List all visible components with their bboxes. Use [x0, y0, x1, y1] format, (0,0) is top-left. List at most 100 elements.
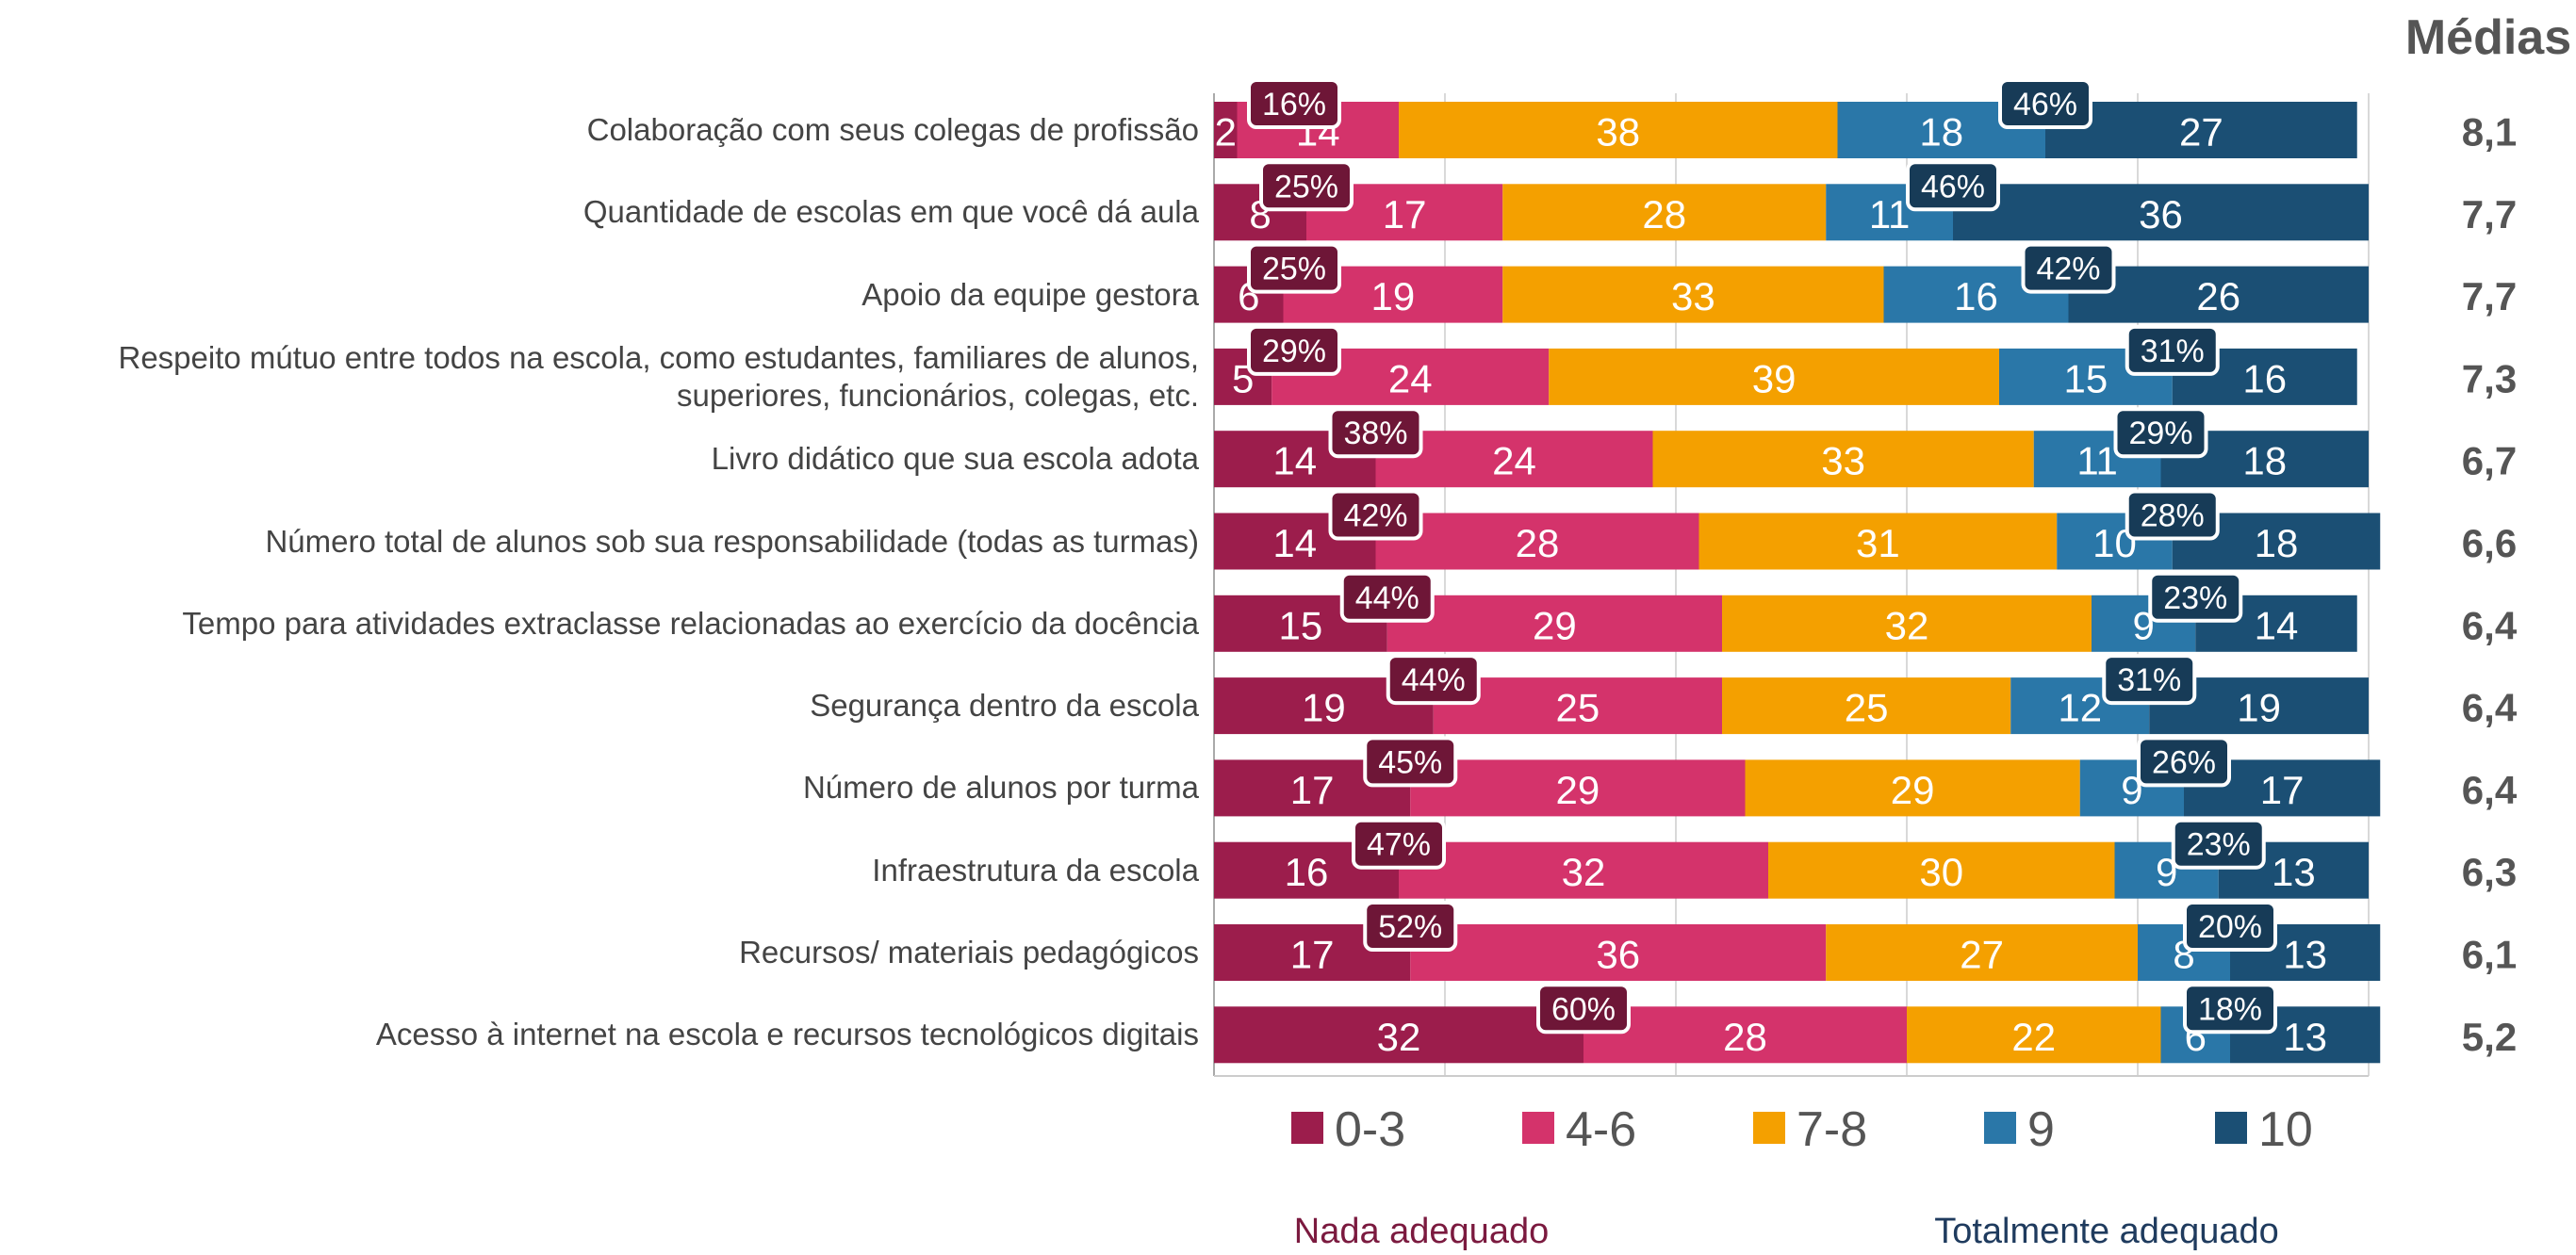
- mean-value: 6,7: [2462, 439, 2517, 483]
- annotation: Nada adequado: [1294, 1212, 1549, 1251]
- callout-label: 60%: [1551, 991, 1616, 1027]
- callout-box: [1259, 160, 1354, 212]
- data-label: 13: [2283, 933, 2327, 977]
- data-label: 32: [1885, 603, 1929, 647]
- data-label: 19: [2237, 686, 2281, 730]
- callout-box: [1247, 242, 1341, 294]
- data-label: 13: [2272, 850, 2316, 894]
- bar-segment: [1722, 677, 2011, 735]
- data-label: 11: [1869, 192, 1911, 236]
- data-label: 11: [2076, 439, 2118, 483]
- legend-swatch: [1291, 1112, 1323, 1144]
- callout-label: 52%: [1378, 909, 1442, 945]
- callout-box: [2183, 983, 2277, 1035]
- data-label: 17: [1290, 768, 1335, 812]
- callout-label: 18%: [2198, 991, 2262, 1027]
- data-label: 25: [1845, 686, 1889, 730]
- data-label: 36: [2139, 192, 2183, 236]
- bar-segment: [1399, 841, 1768, 899]
- callout-box: [2113, 407, 2208, 459]
- callout-label: 16%: [1262, 87, 1326, 122]
- callout-label: 25%: [1262, 252, 1326, 287]
- data-label: 28: [1642, 192, 1686, 236]
- bar-segment: [2068, 266, 2369, 323]
- mean-value: 7,3: [2462, 356, 2517, 400]
- data-label: 18: [2255, 521, 2299, 565]
- legend-swatch: [1984, 1112, 2016, 1144]
- category-label: Acesso à internet na escola e recursos t…: [375, 1017, 1199, 1052]
- data-label: 15: [1279, 603, 1323, 647]
- category-label: Apoio da equipe gestora: [861, 276, 1199, 312]
- mean-value: 5,2: [2462, 1015, 2517, 1059]
- callout-label: 29%: [2128, 416, 2192, 451]
- callout-label: 23%: [2187, 827, 2251, 863]
- bar-segment: [1386, 595, 1722, 652]
- callout-box: [1328, 489, 1423, 541]
- callout-label: 45%: [1378, 744, 1442, 780]
- data-label: 18: [2242, 439, 2287, 483]
- bar-segment: [1745, 759, 2080, 817]
- legend-label: 9: [2027, 1102, 2055, 1157]
- data-label: 33: [1671, 274, 1715, 318]
- bar-segment: [1502, 184, 1827, 241]
- callout-box: [2125, 489, 2220, 541]
- data-label: 22: [2011, 1015, 2056, 1059]
- mean-value: 8,1: [2462, 110, 2517, 155]
- data-label: 19: [1302, 686, 1346, 730]
- bar-segment: [1583, 1006, 1907, 1064]
- category-label: Segurança dentro da escola: [810, 688, 1199, 724]
- callout-box: [1247, 324, 1341, 376]
- callout-label: 20%: [2198, 909, 2262, 945]
- data-label: 32: [1562, 850, 1606, 894]
- callout-label: 44%: [1355, 580, 1419, 616]
- bar-segment: [1502, 266, 1884, 323]
- callout-label: 29%: [1262, 334, 1326, 369]
- data-label: 32: [1377, 1015, 1421, 1059]
- callout-label: 42%: [1343, 498, 1407, 534]
- bar-segment: [1768, 841, 2115, 899]
- data-label: 38: [1596, 110, 1640, 155]
- data-label: 27: [1960, 933, 2004, 977]
- callout-box: [1352, 818, 1446, 870]
- category-label: Número total de alunos sob sua responsab…: [265, 523, 1199, 559]
- callout-box: [2171, 818, 2266, 870]
- bar-segment: [1214, 102, 1238, 158]
- mean-value: 7,7: [2462, 274, 2517, 318]
- callout-box: [2183, 901, 2277, 952]
- data-label: 14: [1272, 439, 1317, 483]
- callout-box: [1363, 901, 1458, 952]
- category-label: Colaboração com seus colegas de profissã…: [586, 112, 1199, 147]
- mean-value: 7,7: [2462, 192, 2517, 236]
- bar-segment: [2045, 102, 2357, 158]
- data-label: 17: [2260, 768, 2305, 812]
- data-label: 28: [1516, 521, 1560, 565]
- callout-box: [1363, 736, 1458, 788]
- bar-segment: [1375, 513, 1699, 570]
- bar-segment: [1698, 513, 2058, 570]
- data-label: 29: [1891, 768, 1935, 812]
- callout-label: 23%: [2163, 580, 2227, 616]
- data-label: 14: [1272, 521, 1317, 565]
- mean-value: 6,4: [2462, 686, 2518, 730]
- data-label: 13: [2283, 1015, 2327, 1059]
- legend-label: 0-3: [1335, 1102, 1405, 1157]
- callout-label: 46%: [2013, 87, 2077, 122]
- data-label: 29: [1556, 768, 1600, 812]
- data-label: 36: [1596, 933, 1640, 977]
- callout-label: 46%: [1921, 169, 1985, 204]
- callout-box: [2148, 571, 2243, 623]
- legend-swatch: [2215, 1112, 2247, 1144]
- callout-box: [1998, 78, 2092, 129]
- callout-label: 31%: [2117, 662, 2181, 698]
- bar-segment: [1549, 348, 1999, 405]
- data-label: 39: [1752, 356, 1797, 400]
- data-label: 24: [1388, 356, 1433, 400]
- category-label: Respeito mútuo entre todos na escola, co…: [118, 339, 1200, 413]
- data-label: 19: [1371, 274, 1416, 318]
- category-label: Livro didático que sua escola adota: [711, 441, 1199, 477]
- bar-segment: [1652, 431, 2034, 488]
- data-label: 29: [1533, 603, 1577, 647]
- data-label: 12: [2058, 686, 2102, 730]
